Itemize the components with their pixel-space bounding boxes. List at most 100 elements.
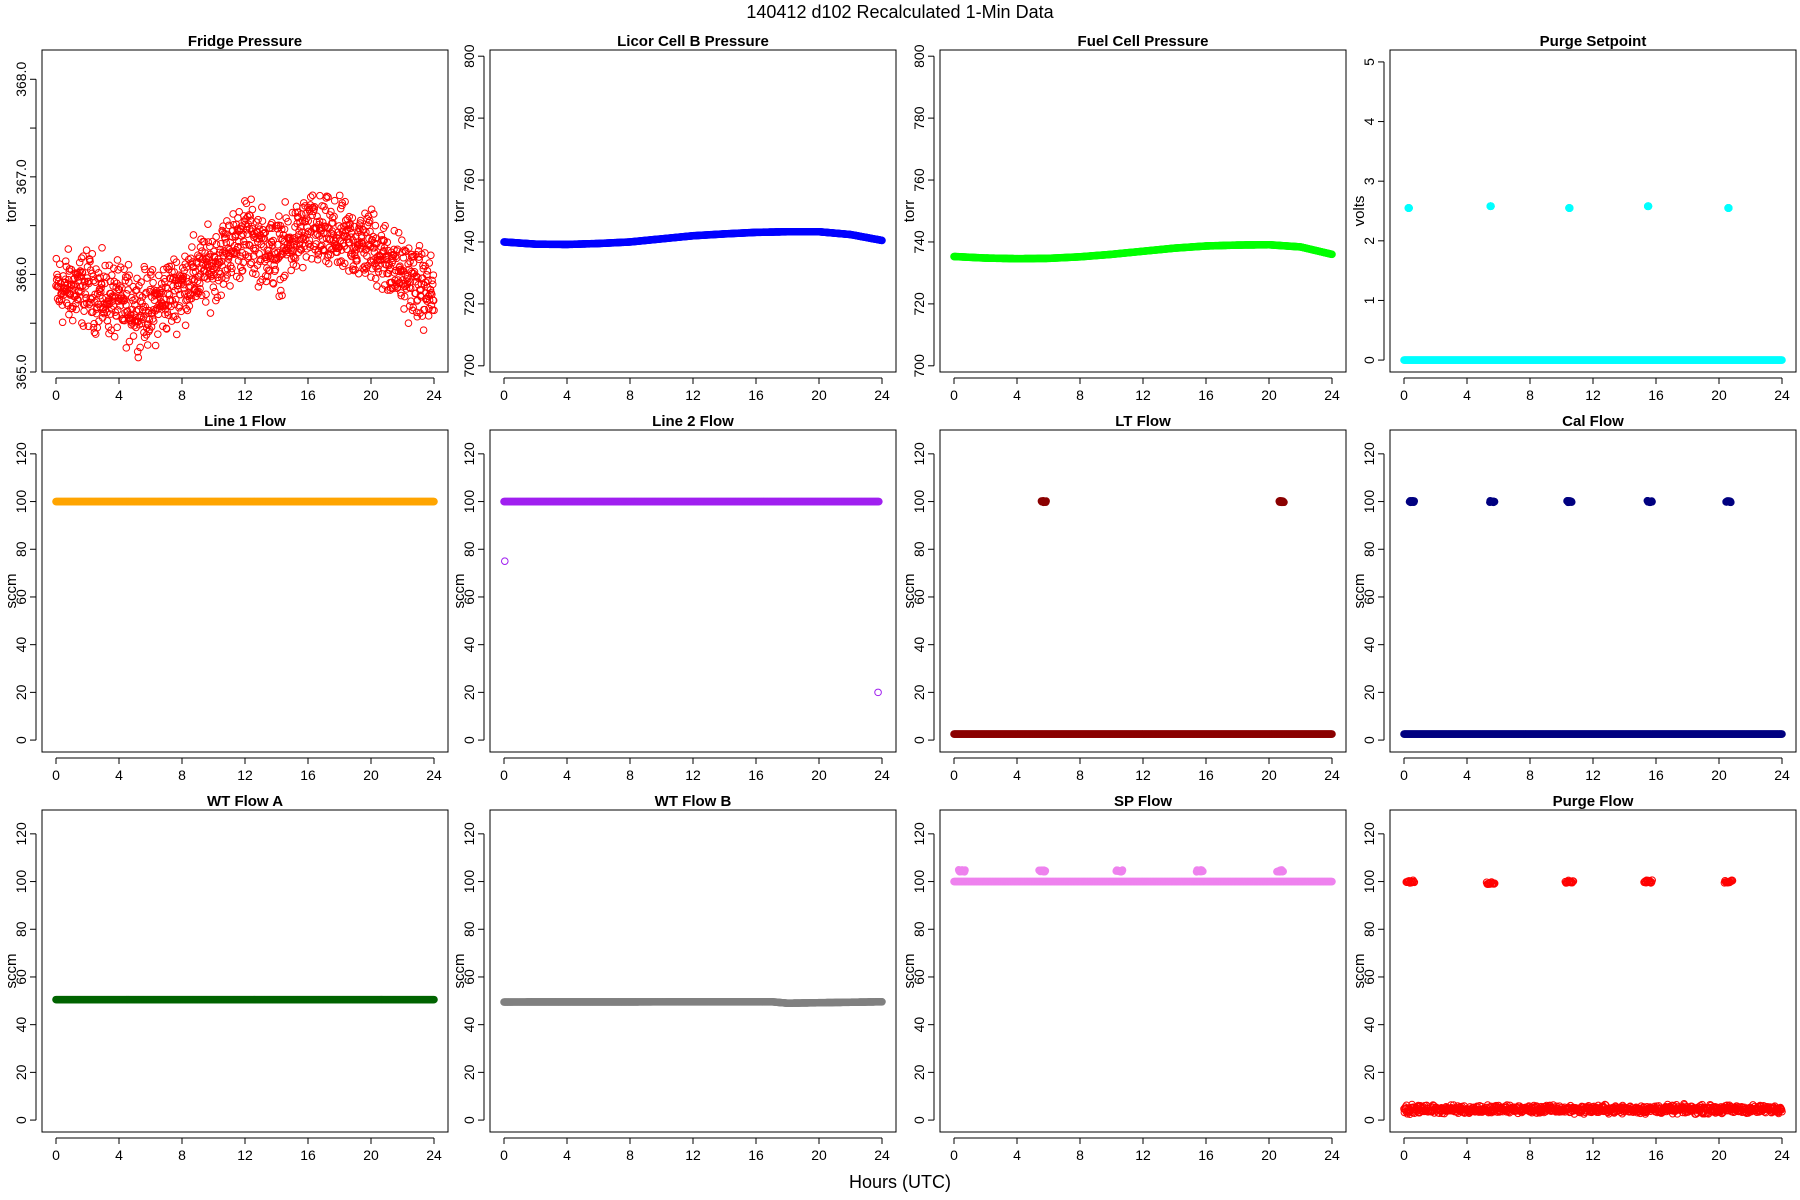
data-point xyxy=(101,261,109,270)
x-tick-label: 24 xyxy=(426,387,442,403)
data-point xyxy=(195,279,204,288)
y-tick-label: 40 xyxy=(461,637,477,653)
data-point xyxy=(348,214,357,222)
plot-frame xyxy=(489,429,897,753)
x-tick-label: 12 xyxy=(1135,387,1151,403)
data-point xyxy=(229,220,238,229)
data-point xyxy=(404,244,413,252)
data-point xyxy=(281,198,289,206)
data-point xyxy=(307,254,316,263)
x-tick-label: 8 xyxy=(178,767,186,783)
data-point xyxy=(188,258,197,266)
data-point xyxy=(269,236,278,245)
data-point xyxy=(310,203,319,211)
data-point xyxy=(257,255,265,264)
x-tick-label: 12 xyxy=(237,387,253,403)
x-tick-label: 16 xyxy=(748,387,764,403)
data-point xyxy=(72,299,80,308)
data-point xyxy=(187,294,196,303)
x-tick-label: 12 xyxy=(1135,767,1151,783)
data-point xyxy=(168,296,177,305)
data-point xyxy=(367,273,375,281)
data-point xyxy=(113,306,122,314)
data-point xyxy=(324,259,333,268)
data-point xyxy=(132,286,141,294)
data-point xyxy=(114,265,122,274)
x-tick-label: 24 xyxy=(426,767,442,783)
data-point xyxy=(248,205,257,214)
y-tick-label: 4 xyxy=(1361,117,1377,125)
data-point xyxy=(268,224,277,233)
y-tick-label: 800 xyxy=(461,44,477,68)
data-point xyxy=(92,265,100,273)
data-point xyxy=(182,274,191,282)
x-tick-label: 0 xyxy=(950,767,958,783)
x-tick-label: 8 xyxy=(1076,387,1084,403)
y-tick-label: 80 xyxy=(13,541,29,557)
data-point xyxy=(136,297,145,305)
data-point xyxy=(252,270,260,279)
data-points xyxy=(1400,202,1786,364)
data-point xyxy=(79,252,87,261)
data-point xyxy=(78,268,87,277)
data-point xyxy=(184,278,192,286)
y-tick-label: 80 xyxy=(911,541,927,557)
data-point xyxy=(219,222,227,230)
data-point xyxy=(133,347,142,356)
y-tick-label: 800 xyxy=(911,44,927,68)
data-point xyxy=(58,301,67,309)
data-point xyxy=(82,246,91,254)
data-points xyxy=(52,497,438,506)
data-point xyxy=(429,271,438,279)
plot-frame xyxy=(939,429,1347,753)
data-point xyxy=(161,300,170,309)
data-point xyxy=(318,235,327,243)
data-point xyxy=(394,276,402,284)
panel-title: Licor Cell B Pressure xyxy=(617,33,769,50)
data-point xyxy=(357,234,366,242)
data-point xyxy=(213,293,222,302)
data-point xyxy=(113,256,122,264)
y-axis-label: sccm xyxy=(451,574,468,609)
data-point xyxy=(97,284,105,292)
data-point xyxy=(239,230,247,238)
data-point xyxy=(430,306,438,315)
data-point xyxy=(68,316,77,325)
y-tick-label: 368.0 xyxy=(13,62,29,97)
data-point xyxy=(187,254,195,263)
x-tick-label: 24 xyxy=(874,767,890,783)
data-point xyxy=(223,217,231,225)
data-point xyxy=(242,199,251,208)
y-tick-label: 720 xyxy=(911,292,927,316)
data-point xyxy=(134,353,143,362)
data-point xyxy=(122,290,131,298)
data-point xyxy=(247,216,255,225)
data-point xyxy=(197,291,206,300)
data-point xyxy=(88,250,97,258)
y-tick-label: 120 xyxy=(911,442,927,466)
data-point xyxy=(200,237,208,246)
x-tick-label: 20 xyxy=(1261,767,1277,783)
data-point xyxy=(246,212,255,220)
data-point xyxy=(216,258,224,267)
plot-frame xyxy=(939,49,1347,373)
x-tick-label: 16 xyxy=(1648,387,1664,403)
data-point xyxy=(417,292,425,301)
data-point xyxy=(288,208,297,217)
data-point xyxy=(164,311,173,319)
x-tick-label: 16 xyxy=(1198,767,1214,783)
data-point xyxy=(251,244,260,253)
data-point xyxy=(147,271,155,279)
y-tick-label: 0 xyxy=(461,736,477,744)
data-point xyxy=(335,191,344,200)
y-tick-label: 0 xyxy=(13,736,29,744)
data-point xyxy=(201,298,210,306)
data-point xyxy=(365,216,374,225)
data-point xyxy=(55,260,64,269)
data-point xyxy=(369,210,378,218)
data-point xyxy=(321,206,330,214)
data-point xyxy=(268,241,277,249)
data-point xyxy=(407,267,416,276)
